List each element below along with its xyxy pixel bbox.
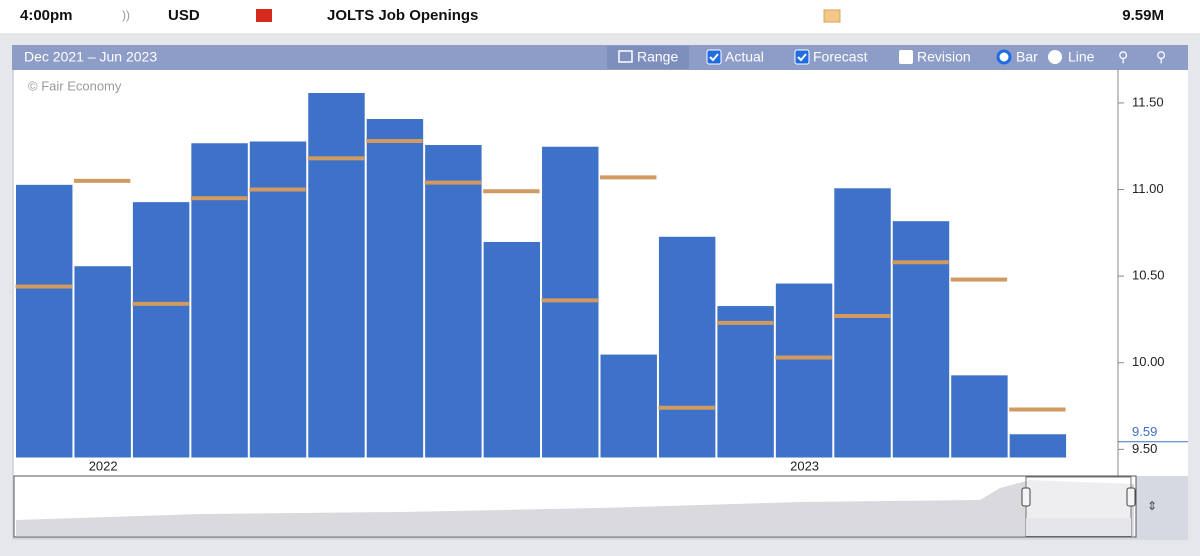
x-axis-area — [14, 458, 1118, 476]
actual-bar — [424, 143, 483, 459]
actual-bar — [716, 305, 775, 459]
revision-toggle[interactable]: Revision — [917, 49, 971, 65]
forecast-marker — [249, 187, 306, 192]
detail-icon[interactable] — [823, 9, 841, 23]
bar-option[interactable]: Bar — [1016, 49, 1038, 65]
y-tick-label: 10.00 — [1132, 354, 1165, 369]
actual-bar — [15, 183, 74, 459]
actual-toggle[interactable]: Actual — [725, 49, 764, 65]
check — [797, 53, 807, 62]
forecast-marker — [190, 196, 248, 201]
y-tick-label: 10.50 — [1132, 268, 1165, 283]
forecast-marker — [307, 156, 365, 161]
x-tick-label: 2022 — [89, 458, 118, 473]
forecast-marker — [833, 313, 891, 318]
actual-bar — [599, 353, 658, 459]
actual-bar — [248, 140, 308, 459]
actual-bar — [950, 374, 1009, 459]
actual-bar — [774, 282, 834, 459]
navigator-handle[interactable] — [1021, 487, 1031, 507]
actual-bar — [891, 220, 951, 459]
actual-bar — [657, 235, 717, 459]
actual-bar — [1008, 433, 1068, 459]
actual-bar — [833, 187, 892, 459]
actual-checkbox[interactable] — [706, 49, 722, 65]
time: 4:00pm — [20, 7, 73, 24]
actual-bar — [482, 240, 542, 459]
forecast-toggle[interactable]: Forecast — [813, 49, 868, 65]
forecast-marker — [600, 175, 657, 180]
forecast-marker — [483, 189, 540, 194]
impact-icon — [256, 9, 272, 22]
forecast-marker — [950, 277, 1008, 282]
currency: USD — [168, 7, 200, 24]
event-name: JOLTS Job Openings — [327, 7, 478, 24]
forecast-marker — [15, 284, 72, 289]
navigator-handle[interactable] — [1126, 487, 1136, 507]
forecast-marker — [716, 320, 774, 325]
check — [709, 53, 719, 62]
navigator-scroll[interactable] — [1026, 518, 1131, 536]
actual-bar — [365, 118, 425, 459]
last-value-label: 9.59 — [1132, 424, 1157, 439]
forecast-marker — [892, 260, 949, 265]
actual-bar — [73, 265, 132, 459]
watermark: © Fair Economy — [28, 78, 122, 93]
calendar-icon — [618, 50, 633, 63]
line-option[interactable]: Line — [1068, 49, 1095, 65]
actual-bar — [307, 92, 366, 459]
date-range: Dec 2021 – Jun 2023 — [24, 49, 157, 65]
bar-radio[interactable] — [996, 49, 1012, 65]
forecast-marker — [73, 178, 131, 183]
revision-checkbox[interactable] — [899, 50, 913, 64]
forecast-marker — [775, 355, 832, 360]
header-bar — [0, 0, 1200, 33]
sound-icon[interactable]: )) — [122, 8, 130, 22]
forecast-checkbox[interactable] — [794, 49, 810, 65]
forecast-marker — [1009, 407, 1066, 412]
zoom-out[interactable]: ⚲ — [1156, 49, 1166, 65]
actual-value: 9.59M — [1122, 7, 1164, 24]
forecast-marker — [541, 298, 598, 303]
range-label: Range — [637, 49, 678, 65]
y-tick-label: 9.50 — [1132, 441, 1157, 456]
navigator-preview — [16, 480, 1134, 536]
y-axis-area — [1118, 70, 1188, 476]
y-tick-label: 11.00 — [1132, 181, 1164, 196]
forecast-marker — [132, 301, 189, 306]
y-tick-label: 11.50 — [1132, 94, 1164, 109]
line-radio[interactable] — [1048, 50, 1062, 64]
zoom-in[interactable]: ⚲ — [1118, 49, 1128, 65]
resize-arrows[interactable]: ⇕ — [1147, 499, 1157, 513]
actual-bar — [131, 201, 191, 459]
forecast-marker — [366, 139, 423, 144]
forecast-marker — [424, 180, 482, 185]
forecast-marker — [658, 405, 715, 410]
actual-bar — [190, 142, 249, 459]
toolbar — [12, 45, 1188, 70]
x-tick-label: 2023 — [790, 458, 819, 473]
